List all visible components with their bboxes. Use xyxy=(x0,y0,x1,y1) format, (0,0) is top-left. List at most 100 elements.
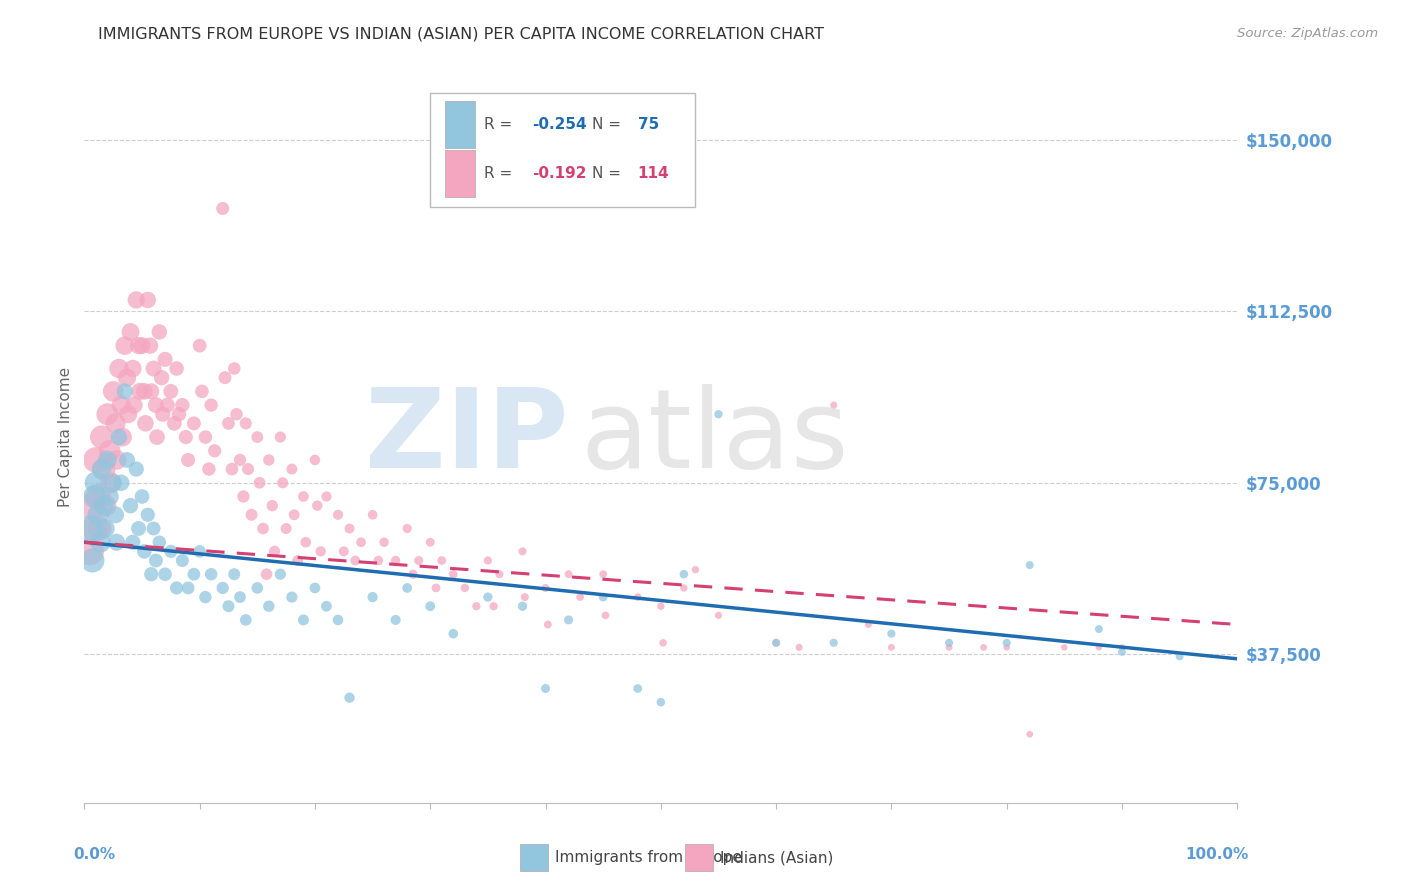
Point xyxy=(373,535,395,549)
Point xyxy=(229,590,252,604)
Point xyxy=(153,567,176,582)
Text: N =: N = xyxy=(592,117,626,132)
Point xyxy=(218,417,240,431)
Point xyxy=(307,499,329,513)
Point xyxy=(82,553,104,567)
Point xyxy=(304,453,326,467)
Point xyxy=(672,567,695,582)
Point xyxy=(246,430,269,444)
Point xyxy=(396,521,419,535)
Point xyxy=(309,544,332,558)
Point xyxy=(148,535,170,549)
Point xyxy=(79,521,101,535)
Point xyxy=(249,475,271,490)
Point xyxy=(163,417,186,431)
Point xyxy=(488,567,510,582)
Point xyxy=(211,202,233,216)
Point xyxy=(595,608,617,623)
Point xyxy=(292,490,315,504)
Point xyxy=(141,567,163,582)
Point xyxy=(235,613,257,627)
FancyBboxPatch shape xyxy=(520,845,548,871)
Point xyxy=(477,553,499,567)
Point xyxy=(257,599,280,614)
Point xyxy=(134,544,156,558)
Point xyxy=(339,521,361,535)
FancyBboxPatch shape xyxy=(446,102,475,148)
Point xyxy=(269,567,291,582)
Point xyxy=(454,581,477,595)
Point xyxy=(98,443,121,458)
Point xyxy=(534,581,557,595)
Point xyxy=(211,581,233,595)
Point xyxy=(765,636,787,650)
Point xyxy=(83,521,105,535)
Point xyxy=(156,398,179,412)
Point xyxy=(1088,622,1111,636)
Point xyxy=(787,640,810,655)
Point xyxy=(333,544,356,558)
Point xyxy=(361,508,384,522)
Point xyxy=(121,535,143,549)
Point xyxy=(142,521,165,535)
Point xyxy=(1053,640,1076,655)
Point xyxy=(294,535,316,549)
Point xyxy=(200,567,222,582)
Point xyxy=(166,581,188,595)
Point xyxy=(214,370,236,384)
Point xyxy=(477,590,499,604)
Point xyxy=(339,690,361,705)
Point xyxy=(430,553,453,567)
Text: IMMIGRANTS FROM EUROPE VS INDIAN (ASIAN) PER CAPITA INCOME CORRELATION CHART: IMMIGRANTS FROM EUROPE VS INDIAN (ASIAN)… xyxy=(98,27,824,42)
Point xyxy=(96,453,118,467)
Point xyxy=(94,499,117,513)
Point xyxy=(115,370,138,384)
Point xyxy=(120,499,142,513)
Point xyxy=(100,475,122,490)
Point xyxy=(627,681,650,696)
Point xyxy=(104,417,127,431)
Text: 100.0%: 100.0% xyxy=(1185,847,1249,862)
Point xyxy=(361,590,384,604)
Point xyxy=(283,508,305,522)
Point xyxy=(121,361,143,376)
Point xyxy=(125,293,148,307)
Point xyxy=(84,475,107,490)
Point xyxy=(114,384,136,399)
Point xyxy=(145,553,167,567)
Point xyxy=(402,567,425,582)
Point xyxy=(139,338,162,352)
Point xyxy=(191,384,214,399)
Point xyxy=(315,599,337,614)
FancyBboxPatch shape xyxy=(430,94,696,207)
Point xyxy=(652,636,675,650)
Point xyxy=(396,581,419,595)
Point xyxy=(105,535,128,549)
Point xyxy=(938,636,960,650)
Point xyxy=(198,462,221,476)
Point xyxy=(650,599,672,614)
Point xyxy=(90,462,112,476)
Point xyxy=(384,613,406,627)
Y-axis label: Per Capita Income: Per Capita Income xyxy=(58,367,73,508)
Point xyxy=(134,384,156,399)
Point xyxy=(384,553,406,567)
Point xyxy=(425,581,447,595)
Point xyxy=(167,407,190,421)
Point xyxy=(315,490,337,504)
Text: R =: R = xyxy=(485,117,517,132)
Point xyxy=(858,617,880,632)
Point xyxy=(160,384,183,399)
Point xyxy=(89,521,111,535)
Point xyxy=(537,617,560,632)
Point xyxy=(134,417,156,431)
Point xyxy=(110,475,132,490)
Point xyxy=(110,398,132,412)
Text: 0.0%: 0.0% xyxy=(73,847,115,862)
Text: 114: 114 xyxy=(638,166,669,181)
Point xyxy=(103,475,124,490)
Point xyxy=(256,567,278,582)
Text: 75: 75 xyxy=(638,117,659,132)
Point xyxy=(938,640,960,655)
Point xyxy=(685,563,707,577)
